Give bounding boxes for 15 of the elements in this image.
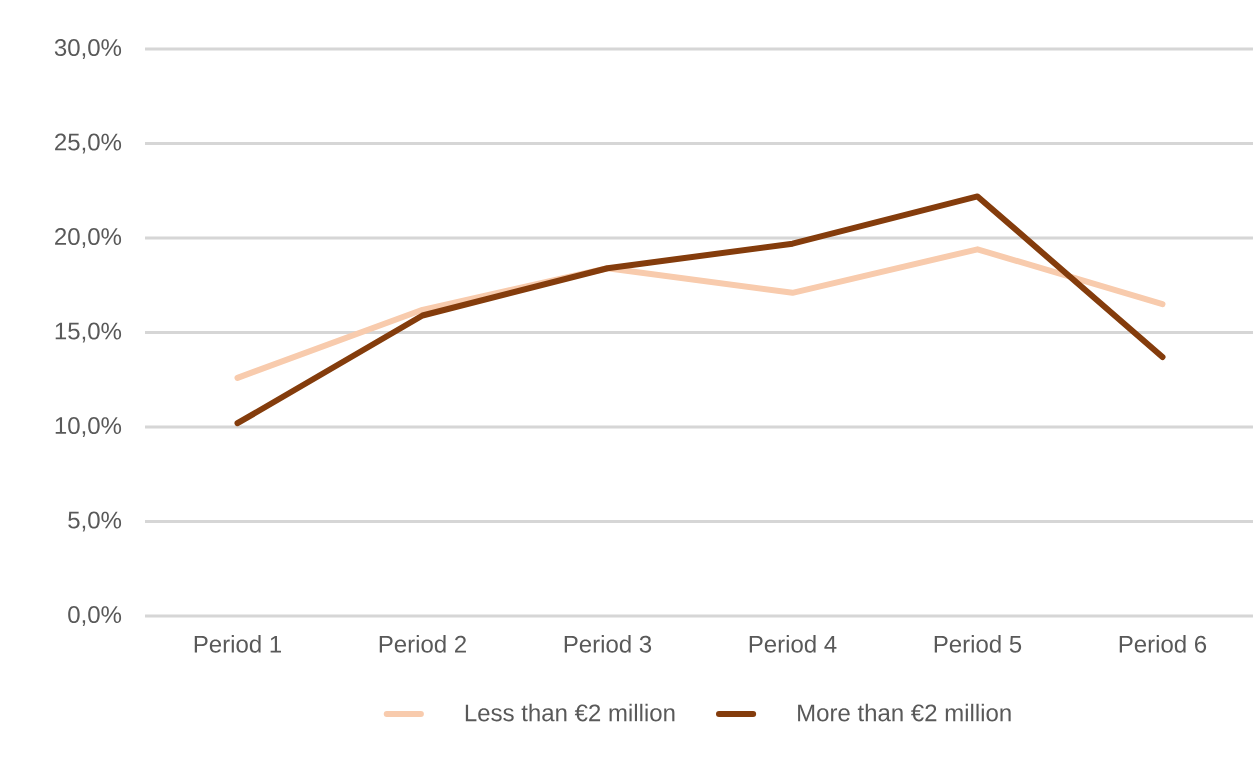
x-tick-label: Period 1 (194, 635, 281, 653)
x-tick-label: Period 4 (749, 635, 837, 653)
x-tick-label: Period 6 (1119, 635, 1207, 653)
y-tick-label: 15,0% (55, 322, 122, 343)
y-tick-label: 5,0% (68, 511, 122, 532)
legend-label: More than €2 million (798, 703, 1011, 722)
y-tick-label: 30,0% (54, 39, 122, 59)
y-tick-label: 0,0% (68, 606, 122, 626)
x-tick-label: Period 5 (934, 635, 1022, 653)
y-tick-label: 10,0% (55, 417, 122, 437)
x-tick-label: Period 3 (564, 635, 652, 653)
x-tick-label: Period 2 (379, 635, 466, 653)
legend-label: Less than €2 million (465, 703, 675, 722)
y-tick-label: 20,0% (55, 228, 122, 248)
y-tick-label: 25,0% (55, 133, 122, 154)
